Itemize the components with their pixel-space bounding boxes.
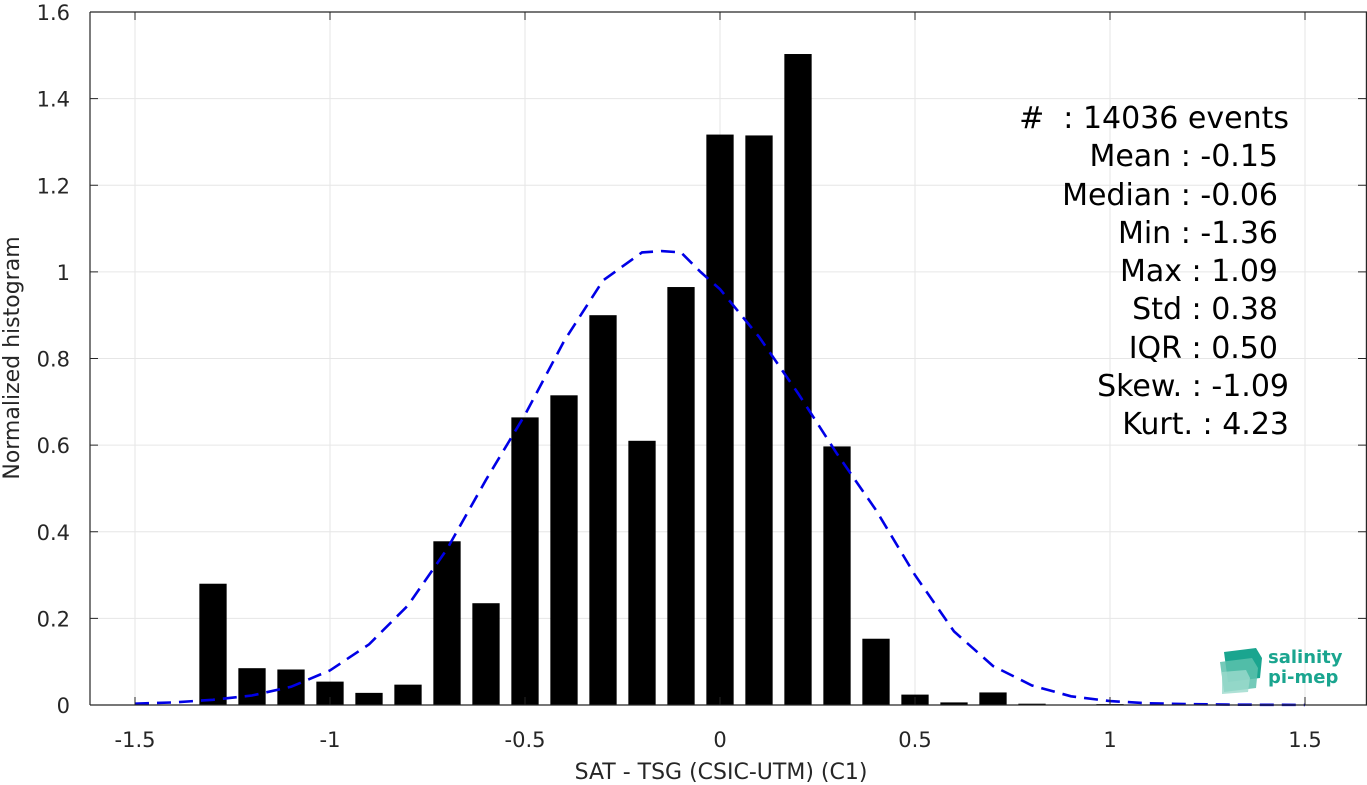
stat-iqr: IQR : 0.50 [1128,330,1278,366]
histogram-bar [550,395,578,705]
histogram-bar [745,135,773,706]
histogram-bar [979,692,1007,705]
histogram-bar [238,668,266,705]
y-tick-label: 1.2 [37,174,70,198]
y-tick-label: 0.8 [37,348,70,372]
x-tick-label: -1 [320,728,341,752]
y-tick-label: 0.6 [37,434,70,458]
logo-text: salinity pi-mep [1268,648,1343,688]
histogram-bar [1018,703,1046,705]
histogram-bar [823,446,851,705]
x-tick-label: 1.5 [1288,728,1321,752]
y-tick-label: 0 [57,694,70,718]
x-tick-label: 0 [713,728,726,752]
histogram-bar [628,440,656,705]
axes-frame [89,11,1367,706]
histogram-bar [199,583,227,705]
histogram-bar [511,417,539,705]
logo-line2: pi-mep [1268,667,1339,688]
stat-std: Std : 0.38 [1132,292,1278,328]
y-tick-label: 1.4 [37,88,70,112]
histogram-bar [394,684,422,705]
histogram-bar [316,681,344,705]
stat-min: Min : -1.36 [1117,215,1278,251]
stat-mean: Mean : -0.15 [1089,139,1278,175]
logo-mark-icon [1220,648,1262,694]
y-tick-label: 1.6 [37,1,70,25]
histogram-bar [355,692,383,705]
normal-fit-curve [134,249,1306,707]
x-tick-label: -0.5 [505,728,546,752]
histogram-bar [472,603,500,705]
histogram-bar [862,638,890,705]
y-axis-label: Normalized histogram [0,236,25,479]
histogram-bar [667,287,695,705]
x-axis-label: SAT - TSG (CSIC-UTM) (C1) [575,760,868,785]
stat-median: Median : -0.06 [1062,177,1278,213]
statistics-panel: # : 14036 events Mean : -0.15 Median : -… [1019,100,1289,445]
y-tick-labels: 0 0.2 0.4 0.6 0.8 1 1.2 1.4 1.6 [37,1,70,718]
histogram-bar [589,315,617,705]
y-tick-label: 0.2 [37,607,70,631]
stat-count: # : 14036 events [1019,101,1289,136]
x-tick-label: 1 [1103,728,1116,752]
histogram-bar [940,702,968,705]
y-tick-label: 1 [57,261,70,285]
bars [199,54,1124,706]
histogram-bar [706,134,734,706]
salinity-pi-mep-logo: salinity pi-mep [1216,648,1346,694]
y-tick-label: 0.4 [37,521,70,545]
histogram-bar [433,541,461,705]
x-tick-label: -1.5 [115,728,156,752]
logo-line1: salinity [1268,647,1343,668]
x-tick-label: 0.5 [898,728,931,752]
stat-skew: Skew. : -1.09 [1097,369,1289,405]
x-tick-labels: -1.5 -1 -0.5 0 0.5 1 1.5 [115,728,1322,752]
stat-max: Max : 1.09 [1120,254,1278,290]
stat-kurt: Kurt. : 4.23 [1122,407,1289,443]
